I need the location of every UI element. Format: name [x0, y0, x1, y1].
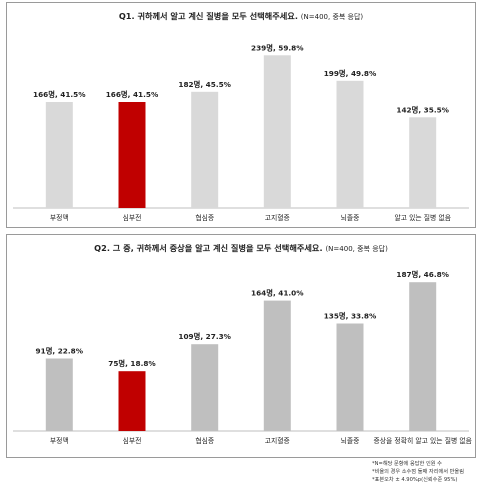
chart-subtitle-q2: (N=400, 중복 응답) [325, 245, 388, 253]
category-label-1: 부정맥 [50, 436, 69, 445]
data-label-1: 91명, 22.8% [36, 347, 84, 356]
category-label-4: 고지혈증 [265, 213, 290, 222]
bar-5 [336, 323, 364, 431]
footnote-2: *비율의 경우 소수점 둘째 자리에서 반올림 [372, 469, 464, 475]
bar-6 [409, 117, 437, 208]
data-label-1: 166명, 41.5% [33, 90, 86, 99]
category-label-5: 뇌졸중 [341, 213, 360, 222]
category-label-6: 증상을 정확히 알고 있는 질병 없음 [374, 436, 472, 445]
category-label-1: 부정맥 [50, 213, 69, 222]
bar-chart-q1: 166명, 41.5% 부정맥 166명, 41.5% 심부전 182명, 45.5% 협… [13, 43, 469, 222]
category-label-2: 심부전 [123, 436, 142, 445]
chart-title-q1-text: Q1. 귀하께서 알고 계신 질병을 모두 선택해주세요. [118, 11, 298, 21]
footnote-1: *N=해당 문항에 응답한 인원 수 [372, 461, 442, 467]
bar-3 [191, 344, 219, 431]
category-label-6: 알고 있는 질병 없음 [394, 213, 451, 222]
chart-title-q2: Q2. 그 중, 귀하께서 증상을 알고 계신 질병을 모두 선택해주세요. (… [7, 242, 475, 254]
footnotes: *N=해당 문항에 응답한 인원 수 *비율의 경우 소수점 둘째 자리에서 반… [372, 460, 464, 484]
category-label-4: 고지혈증 [265, 436, 290, 445]
chart-title-q1: Q1. 귀하께서 알고 계신 질병을 모두 선택해주세요. (N=400, 중복… [7, 10, 475, 22]
data-label-2: 75명, 18.8% [108, 359, 156, 368]
chart-subtitle-q1: (N=400, 중복 응답) [300, 13, 364, 21]
data-label-4: 164명, 41.0% [251, 289, 304, 298]
bar-5 [336, 80, 364, 208]
data-label-6: 142명, 35.5% [396, 105, 449, 114]
data-label-5: 199명, 49.8% [324, 69, 377, 78]
data-label-4: 239명, 59.8% [251, 43, 304, 52]
bar-3 [191, 91, 219, 208]
bar-1 [45, 102, 73, 208]
category-label-3: 협심증 [195, 213, 214, 222]
bar-4 [263, 55, 291, 208]
chart-panel-q1: Q1. 귀하께서 알고 계신 질병을 모두 선택해주세요. (N=400, 중복… [6, 2, 476, 228]
data-label-3: 109명, 27.3% [178, 332, 231, 341]
bar-6 [409, 282, 437, 431]
bar-2 [118, 102, 146, 208]
data-label-5: 135명, 33.8% [324, 312, 377, 321]
bar-4 [263, 300, 291, 431]
data-label-6: 187명, 46.8% [396, 270, 449, 279]
category-label-5: 뇌졸중 [341, 436, 360, 445]
category-label-2: 심부전 [123, 213, 142, 222]
bar-1 [45, 358, 73, 431]
data-label-3: 182명, 45.5% [178, 80, 231, 89]
data-label-2: 166명, 41.5% [106, 90, 159, 99]
chart-panel-q2: Q2. 그 중, 귀하께서 증상을 알고 계신 질병을 모두 선택해주세요. (… [6, 234, 476, 458]
category-label-3: 협심증 [195, 436, 214, 445]
footnote-3: *표본오차 ± 4.90%p(신뢰수준 95%) [372, 477, 458, 483]
bar-2 [118, 371, 146, 431]
chart-title-q2-text: Q2. 그 중, 귀하께서 증상을 알고 계신 질병을 모두 선택해주세요. [94, 243, 323, 253]
bar-chart-q2: 91명, 22.8% 부정맥 75명, 18.8% 심부전 109명, 27.3% 협심증… [13, 270, 472, 445]
